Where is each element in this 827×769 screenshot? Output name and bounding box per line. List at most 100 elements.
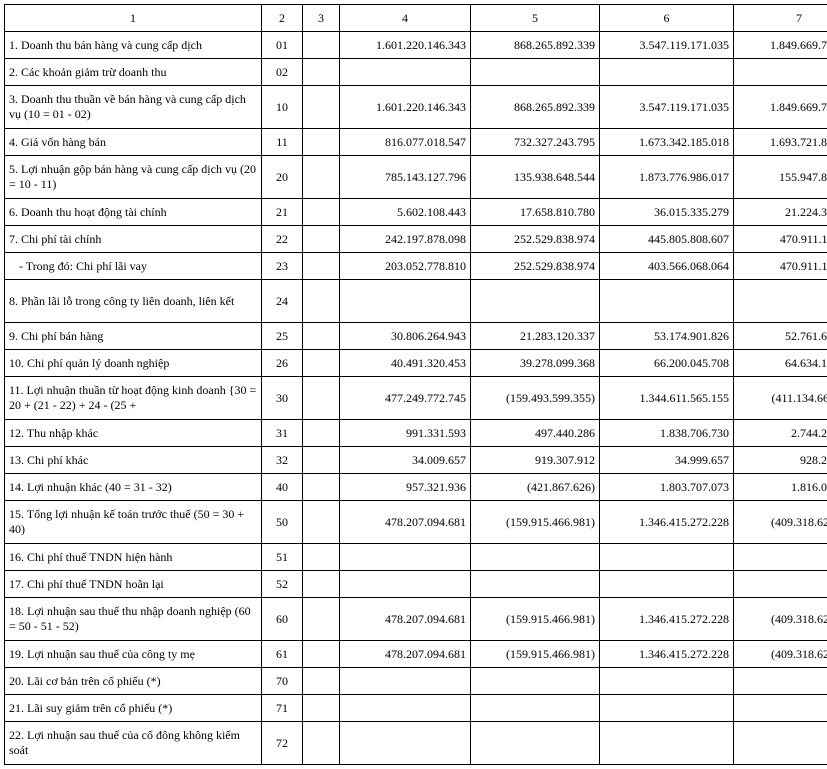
- table-row: 3. Doanh thu thuần về bán hàng và cung c…: [5, 86, 827, 129]
- table-row: 2. Các khoản giảm trừ doanh thu02: [5, 59, 827, 86]
- row-value: 36.015.335.279: [600, 199, 734, 226]
- row-value: (159.915.466.981): [471, 501, 600, 544]
- row-value: [471, 544, 600, 571]
- row-label: - Trong đó: Chi phí lãi vay: [5, 253, 262, 280]
- table-row: 19. Lợi nhuận sau thuế của công ty mẹ614…: [5, 641, 827, 668]
- financial-table: 12345671. Doanh thu bán hàng và cung cấp…: [4, 4, 827, 765]
- row-value: [303, 86, 340, 129]
- table-row: - Trong đó: Chi phí lãi vay23203.052.778…: [5, 253, 827, 280]
- row-label: 9. Chi phí bán hàng: [5, 323, 262, 350]
- header-col-1: 1: [5, 5, 262, 32]
- table-row: 12. Thu nhập khác31 991.331.593497.440.28…: [5, 420, 827, 447]
- row-value: 1.849.669.701.712: [734, 86, 827, 129]
- row-value: 957.321.936: [340, 474, 471, 501]
- table-row: 16. Chi phí thuế TNDN hiện hành51: [5, 544, 827, 571]
- row-value: [303, 32, 340, 59]
- row-value: 403.566.068.064: [600, 253, 734, 280]
- row-value: 868.265.892.339: [471, 86, 600, 129]
- row-value: [303, 474, 340, 501]
- row-value: 928.245.154: [734, 447, 827, 474]
- row-value: 478.207.094.681: [340, 641, 471, 668]
- row-label: 2. Các khoản giảm trừ doanh thu: [5, 59, 262, 86]
- row-value: 1.849.669.701.712: [734, 32, 827, 59]
- table-row: 4. Giá vốn hàng bán11816.077.018.547732.…: [5, 129, 827, 156]
- header-col-6: 6: [600, 5, 734, 32]
- row-value: 470.911.130.118: [734, 226, 827, 253]
- row-code: 20: [262, 156, 303, 199]
- row-value: [734, 59, 827, 86]
- row-value: [303, 668, 340, 695]
- row-value: [303, 598, 340, 641]
- row-code: 50: [262, 501, 303, 544]
- row-label: 1. Doanh thu bán hàng và cung cấp dịch: [5, 32, 262, 59]
- header-col-5: 5: [471, 5, 600, 32]
- row-value: 1.346.415.272.228: [600, 598, 734, 641]
- row-value: 868.265.892.339: [471, 32, 600, 59]
- table-row: 9. Chi phí bán hàng2530.806.264.94321.28…: [5, 323, 827, 350]
- row-value: 17.658.810.780: [471, 199, 600, 226]
- row-value: [471, 280, 600, 323]
- row-value: 40.491.320.453: [340, 350, 471, 377]
- row-label: 13. Chi phí khác: [5, 447, 262, 474]
- row-value: 816.077.018.547: [340, 129, 471, 156]
- row-value: [303, 722, 340, 765]
- row-value: (159.493.599.355): [471, 377, 600, 420]
- row-value: [303, 447, 340, 474]
- row-value: 1.346.415.272.228: [600, 641, 734, 668]
- row-code: 21: [262, 199, 303, 226]
- row-value: [303, 377, 340, 420]
- row-value: [471, 668, 600, 695]
- row-value: [340, 571, 471, 598]
- row-label: 14. Lợi nhuận khác (40 = 31 - 32): [5, 474, 262, 501]
- row-code: 31: [262, 420, 303, 447]
- row-value: 991.331.593: [340, 420, 471, 447]
- row-value: [303, 129, 340, 156]
- table-row: 21. Lãi suy giảm trên cổ phiếu (*)71: [5, 695, 827, 722]
- row-value: 1.838.706.730: [600, 420, 734, 447]
- row-value: 477.249.772.745: [340, 377, 471, 420]
- row-label: 3. Doanh thu thuần về bán hàng và cung c…: [5, 86, 262, 129]
- row-value: [471, 59, 600, 86]
- row-value: 53.174.901.826: [600, 323, 734, 350]
- row-value: 64.634.158.732: [734, 350, 827, 377]
- table-row: 14. Lợi nhuận khác (40 = 31 - 32)40957.3…: [5, 474, 827, 501]
- row-value: [303, 571, 340, 598]
- row-value: 497.440.286: [471, 420, 600, 447]
- row-value: [471, 695, 600, 722]
- row-value: [303, 226, 340, 253]
- row-value: [340, 280, 471, 323]
- row-value: [340, 668, 471, 695]
- row-code: 10: [262, 86, 303, 129]
- row-value: 21.283.120.337: [471, 323, 600, 350]
- row-value: [303, 156, 340, 199]
- row-value: (409.318.621.317): [734, 641, 827, 668]
- row-value: (411.134.664.849): [734, 377, 827, 420]
- row-label: 12. Thu nhập khác: [5, 420, 262, 447]
- row-label: 15. Tổng lợi nhuận kế toán trước thuế (5…: [5, 501, 262, 544]
- row-value: [303, 253, 340, 280]
- row-label: 11. Lợi nhuận thuần từ hoạt động kinh do…: [5, 377, 262, 420]
- row-value: [734, 722, 827, 765]
- row-code: 32: [262, 447, 303, 474]
- row-value: 1.873.776.986.017: [600, 156, 734, 199]
- row-label: 7. Chi phí tài chính: [5, 226, 262, 253]
- row-label: 19. Lợi nhuận sau thuế của công ty mẹ: [5, 641, 262, 668]
- row-label: 20. Lãi cơ bản trên cổ phiếu (*): [5, 668, 262, 695]
- row-value: 3.547.119.171.035: [600, 86, 734, 129]
- row-value: 919.307.912: [471, 447, 600, 474]
- table-row: 18. Lợi nhuận sau thuế thu nhập doanh ng…: [5, 598, 827, 641]
- row-value: [303, 544, 340, 571]
- row-value: [734, 544, 827, 571]
- row-value: 1.601.220.146.343: [340, 86, 471, 129]
- row-value: [600, 571, 734, 598]
- table-row: 22. Lợi nhuận sau thuế của cổ đông không…: [5, 722, 827, 765]
- row-value: 252.529.838.974: [471, 226, 600, 253]
- row-value: 30.806.264.943: [340, 323, 471, 350]
- row-label: 17. Chi phí thuế TNDN hoãn lại: [5, 571, 262, 598]
- row-value: 1.673.342.185.018: [600, 129, 734, 156]
- row-value: (421.867.626): [471, 474, 600, 501]
- row-value: [734, 668, 827, 695]
- row-code: 22: [262, 226, 303, 253]
- row-value: 3.547.119.171.035: [600, 32, 734, 59]
- row-value: (159.915.466.981): [471, 598, 600, 641]
